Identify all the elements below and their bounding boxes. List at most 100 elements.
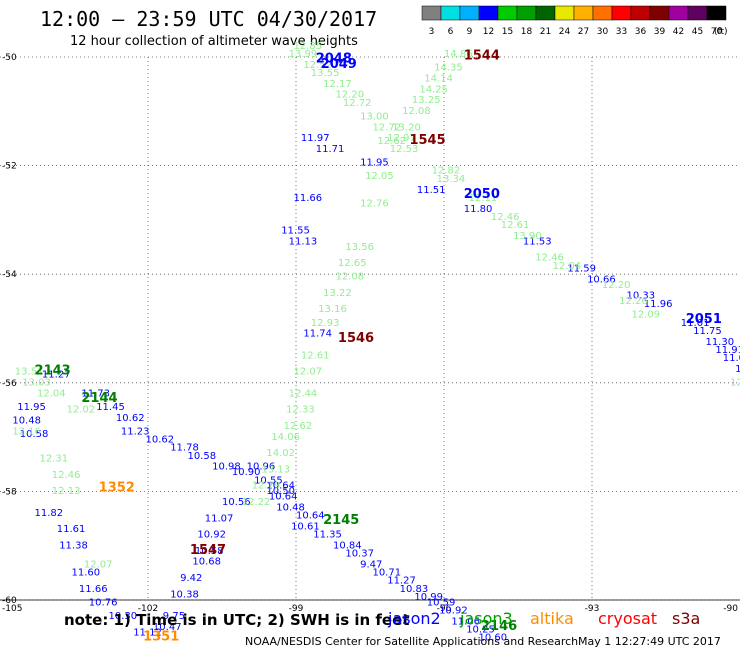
track-number-label: 1544 [464, 49, 500, 64]
axis-tick-labels: -105 -102 -99 -96 -93 -90 -50 -52 -54 -56 -58 -60 [2, 53, 738, 614]
wave-height-value: 10.83 [400, 584, 429, 595]
track-number-label: 1351 [143, 630, 179, 645]
wave-height-value: 11.51 [417, 185, 446, 196]
wave-height-value: 12.62 [377, 136, 406, 147]
wave-height-value: 11.19 [735, 364, 740, 375]
color-scale-value: 18 [521, 27, 533, 37]
wave-height-value: 10.99 [414, 592, 443, 603]
wave-height-value: 12.20 [335, 90, 364, 101]
x-tick-label: -96 [437, 604, 452, 614]
legend-jason2: jason2 [387, 609, 441, 628]
wave-height-value: 12.26 [730, 378, 740, 389]
wave-height-value: 12.62 [284, 421, 313, 432]
color-scale-value: 12 [483, 27, 494, 37]
wave-height-value: 12.72 [372, 122, 401, 133]
wave-height-value: 12.46 [535, 253, 564, 264]
wave-height-value: 13.03 [22, 378, 51, 389]
wave-height-value: 10.66 [587, 274, 616, 285]
color-swatch [459, 5, 480, 21]
wave-height-value: 10.48 [276, 502, 305, 513]
track-number-label: 2145 [323, 513, 359, 528]
wave-height-value: 11.96 [644, 299, 673, 310]
wave-height-value: 12.31 [39, 454, 68, 465]
y-tick-label: -50 [2, 53, 17, 63]
wave-height-value: 14.35 [434, 63, 463, 74]
wave-height-value: 13.16 [318, 304, 347, 315]
wave-height-value: 11.35 [313, 530, 342, 541]
wave-height-value: 11.60 [72, 568, 101, 579]
wave-height-value: 11.59 [567, 263, 596, 274]
track-number-label: 1352 [99, 480, 135, 495]
wave-height-value: 11.75 [693, 326, 722, 337]
wave-height-value: 12.07 [294, 367, 323, 378]
wave-height-value: 10.92 [439, 606, 468, 617]
wave-height-value: 10.50 [266, 486, 295, 497]
wave-height-value: 13.55 [311, 68, 340, 79]
color-scale-value: 33 [616, 27, 627, 37]
color-swatch [611, 5, 632, 21]
color-swatch [535, 5, 556, 21]
wave-height-value: 11.71 [316, 144, 345, 155]
wave-height-value: 11.66 [79, 584, 108, 595]
chart-title: 12:00 – 23:59 UTC 04/30/2017 [40, 7, 377, 31]
wave-height-value: 11.12 [133, 627, 162, 638]
wave-height-value: 12.08 [402, 106, 431, 117]
y-tick-label: -56 [2, 379, 17, 389]
wave-height-value: 11.45 [96, 402, 125, 413]
wave-height-value: 10.84 [333, 540, 362, 551]
wave-height-value: 12.17 [323, 79, 352, 90]
wave-height-value: 12.93 [311, 318, 340, 329]
wave-height-value: 11.06 [723, 353, 740, 364]
wave-height-value: 11.95 [17, 402, 46, 413]
wave-height-value: 10.76 [89, 597, 118, 608]
wave-height-value: 14.06 [271, 432, 300, 443]
track-number-label: 1546 [338, 331, 374, 346]
x-tick-label: -105 [2, 604, 22, 614]
color-scale-value: 3 [429, 27, 435, 37]
wave-height-value: 13.13 [261, 464, 290, 475]
wave-height-value: 10.58 [187, 451, 216, 462]
satellite-legend: jason2 jason3 altika cryosat s3a [387, 609, 700, 628]
color-scale-value: 21 [540, 27, 551, 37]
wave-height-value: 11.80 [464, 204, 493, 215]
wave-height-value: 14.25 [419, 84, 448, 95]
wave-height-value: 11.66 [294, 193, 323, 204]
wave-height-value: 11.82 [35, 508, 64, 519]
wave-height-value: 13.90 [513, 231, 542, 242]
track-number-label: 2143 [35, 364, 71, 379]
color-swatch [668, 5, 689, 21]
y-tick-label: -52 [2, 162, 17, 172]
wave-height-value: 11.06 [451, 616, 480, 627]
x-tick-label: -99 [289, 604, 304, 614]
color-scale-value: 6 [448, 27, 454, 37]
wave-height-value: 10.62 [146, 435, 175, 446]
footer-credit: NOAA/NESDIS Center for Satellite Applica… [245, 635, 578, 648]
wave-height-value: 10.92 [197, 530, 226, 541]
wave-height-value: 10.60 [479, 633, 508, 644]
wave-height-value: 10.55 [254, 475, 283, 486]
wave-height-value: 11.13 [289, 236, 318, 247]
wave-height-value: 10.68 [192, 557, 221, 568]
wave-height-value: 12.02 [67, 405, 96, 416]
wave-height-value: 11.01 [681, 318, 710, 329]
wave-height-value: 10.62 [116, 413, 145, 424]
wave-height-value: 11.95 [360, 158, 389, 169]
color-scale-unit: (ft) [714, 27, 728, 37]
wave-height-value: 9.75 [163, 611, 185, 622]
wave-height-value: 9.47 [360, 559, 382, 570]
legend-altika: altika [530, 609, 574, 628]
wave-height-value: 12.04 [37, 388, 66, 399]
track-number-label: 2048 [316, 51, 352, 66]
footer-note: note: 1) Time is in UTC; 2) SWH is in fe… [64, 611, 409, 629]
track-number-label: 1547 [190, 543, 226, 558]
color-scale-value: 9 [467, 27, 473, 37]
wave-height-value: 11.27 [387, 576, 416, 587]
wave-height-value: 12.22 [242, 497, 271, 508]
color-scale-value: 42 [673, 27, 684, 37]
wave-height-value: 10.98 [212, 462, 241, 473]
wave-height-value: 12.20 [602, 280, 631, 291]
wave-height-value: 13.56 [345, 242, 374, 253]
track-number-label: 2049 [321, 57, 357, 72]
